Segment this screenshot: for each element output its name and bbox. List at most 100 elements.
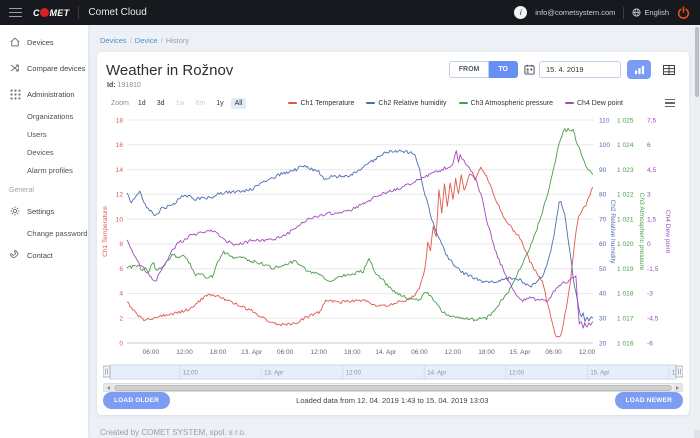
svg-text:12:00: 12:00 [579,349,596,356]
sidebar: Devices Compare devices Administration Orga… [0,25,88,438]
svg-text:15. Apr: 15. Apr [590,371,609,377]
svg-text:110: 110 [599,117,610,124]
svg-text:15. Apr: 15. Apr [510,349,532,356]
breadcrumb-device[interactable]: Device [134,36,158,45]
gear-icon [9,205,21,217]
load-older-button[interactable]: LOAD OLDER [103,392,170,409]
svg-text:13. Apr: 13. Apr [241,349,263,356]
device-id-value: 191810 [117,82,141,89]
svg-text:1,5: 1,5 [647,216,656,223]
legend-item-ch1-temperature[interactable]: Ch1 Temperature [288,100,354,107]
svg-text:06:00: 06:00 [143,349,160,356]
navigator-handle-right [675,365,684,378]
sidebar-item-alarm-profiles[interactable]: Alarm profiles [27,165,73,175]
svg-text:10: 10 [116,216,124,223]
avatar[interactable]: i [514,6,528,19]
svg-text:-1,5: -1,5 [647,266,659,273]
date-input[interactable] [539,61,621,78]
breadcrumb: Devices / Device / History [100,36,190,45]
globe-icon [632,8,641,17]
chart-scrollbar[interactable] [103,383,683,392]
breadcrumb-devices[interactable]: Devices [100,36,127,45]
bar-chart-icon [634,65,644,74]
legend-swatch [288,102,298,104]
svg-text:6: 6 [647,142,651,149]
svg-text:Ch3 Atmospheric pressure: Ch3 Atmospheric pressure [638,193,645,271]
sidebar-item-administration[interactable]: Administration [0,81,88,107]
scrollbar-thumb[interactable] [114,384,672,391]
sidebar-item-users[interactable]: Users [27,129,47,139]
svg-text:6: 6 [119,266,123,273]
calendar-icon[interactable] [524,64,535,75]
sidebar-item-change-password[interactable]: Change password [27,228,88,238]
sidebar-item-devices[interactable]: Devices [27,147,54,157]
legend-item-ch3-atmospheric-pressure[interactable]: Ch3 Atmospheric pressure [458,100,553,107]
zoom-button-3d[interactable]: 3d [156,99,165,107]
svg-text:1 022: 1 022 [617,192,634,199]
to-button[interactable]: TO [489,61,518,78]
loaded-data-info: Loaded data from 12. 04. 2019 1:43 to 15… [296,396,489,405]
page-scrollbar-thumb[interactable] [695,27,699,97]
comet-logo-ball [40,8,49,17]
scrollbar-right-arrow[interactable] [673,384,682,391]
svg-text:3: 3 [647,192,651,199]
chart-legend: Ch1 Temperature Ch2 Relative humidity Ch3 … [246,100,665,107]
home-icon [9,36,21,48]
topbar-separator [623,6,625,19]
sidebar-item-organizations[interactable]: Organizations [27,111,74,121]
device-id-label: Id: [107,82,116,89]
table-icon [663,64,675,75]
grid-icon [9,88,21,100]
logout-power-icon[interactable] [677,6,690,19]
user-email[interactable]: info@cometsystem.com [535,8,616,17]
svg-text:-4,5: -4,5 [647,316,659,323]
main-chart[interactable]: 0 20 1 016 -6 2 30 1 017 -4,5 4 40 1 018 -3 6 50 1 019… [99,110,687,362]
page-scrollbar[interactable] [694,25,700,438]
zoom-button-1d[interactable]: 1d [137,99,146,107]
sidebar-item-devices[interactable]: Devices [0,29,88,55]
language-label: English [644,8,669,17]
main-content: Devices / Device / History Weather in Rožnov… [88,25,700,438]
legend-item-ch4-dew-point[interactable]: Ch4 Dew point [565,100,623,107]
sidebar-item-contact[interactable]: Contact [0,242,88,268]
chart-view-button[interactable] [627,60,651,79]
sidebar-item-compare-devices[interactable]: Compare devices [0,55,88,81]
zoom-button-all[interactable]: All [230,97,247,109]
svg-text:4: 4 [119,291,123,298]
chart-zoom-group: Zoom 1d 3d 1w 6m 1y All [111,97,247,109]
sidebar-item-settings[interactable]: Settings [0,198,88,224]
device-id: Id: 191810 [107,82,141,89]
legend-swatch [458,102,468,104]
comet-logo-text-prefix: C [33,7,40,18]
scrollbar-left-arrow[interactable] [104,384,113,391]
load-newer-button[interactable]: LOAD NEWER [614,392,683,409]
from-to-toggle: FROM TO [448,61,518,78]
svg-text:12:00: 12:00 [346,371,362,377]
hamburger-menu-icon[interactable] [9,8,22,17]
svg-text:18:00: 18:00 [210,349,227,356]
zoom-label: Zoom [111,99,129,107]
zoom-button-6m: 6m [195,99,206,107]
svg-text:14: 14 [116,167,124,174]
language-selector[interactable]: English [632,8,669,17]
svg-text:06:00: 06:00 [411,349,428,356]
device-history-card: Weather in Rožnov Id: 191810 FROM TO Zoo… [97,52,689,415]
svg-text:18:00: 18:00 [478,349,495,356]
chart-context-menu-icon[interactable] [665,99,675,107]
svg-text:1 025: 1 025 [617,117,634,124]
from-button[interactable]: FROM [448,61,490,78]
app-title: Comet Cloud [88,7,147,18]
svg-text:12:00: 12:00 [310,349,327,356]
svg-text:14. Apr: 14. Apr [427,371,446,377]
svg-text:13. Apr: 13. Apr [264,371,283,377]
svg-text:Ch1 Temperature: Ch1 Temperature [102,206,109,257]
svg-text:1 016: 1 016 [617,340,634,347]
legend-item-ch2-relative-humidity[interactable]: Ch2 Relative humidity [366,100,447,107]
page-scrollbar-down-arrow[interactable] [694,430,700,438]
table-view-button[interactable] [657,60,681,79]
top-bar: C MET Comet Cloud i info@cometsystem.com … [0,0,700,25]
svg-text:2: 2 [119,316,123,323]
svg-text:18: 18 [116,117,124,124]
zoom-button-1y[interactable]: 1y [216,99,224,107]
